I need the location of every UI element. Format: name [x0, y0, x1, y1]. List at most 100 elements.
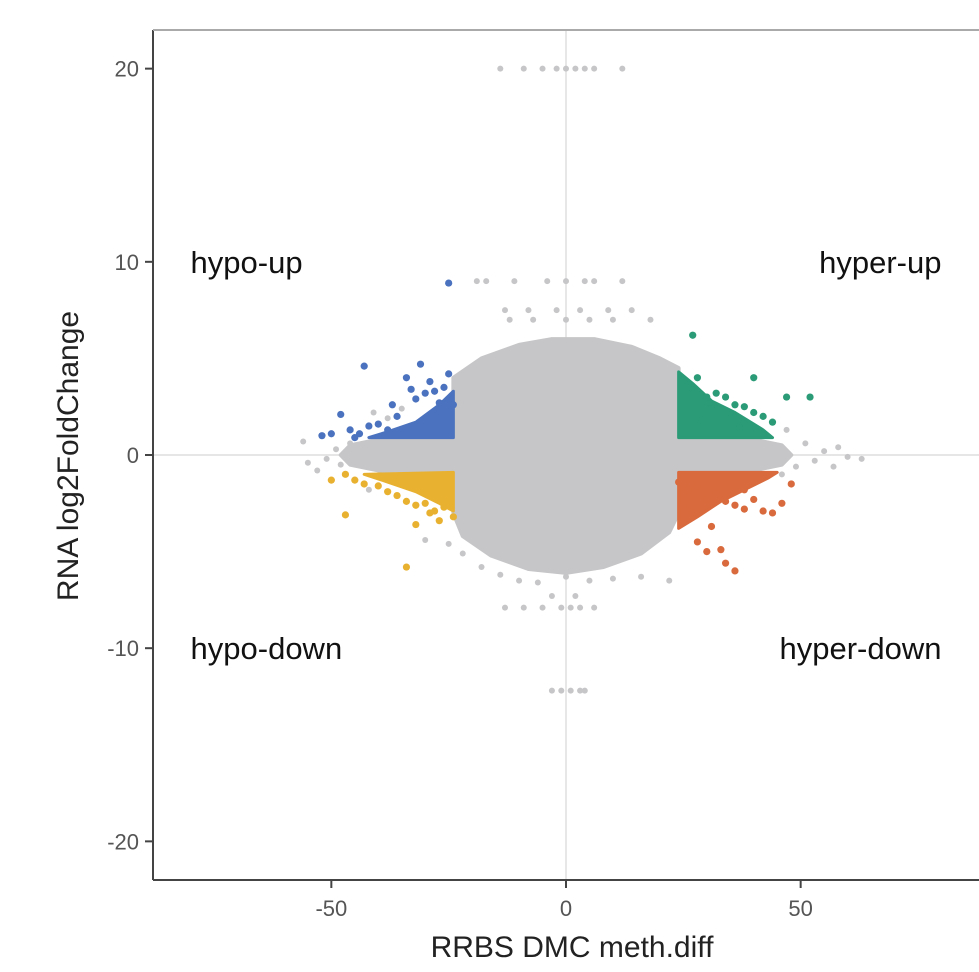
- hyper-up-point: [684, 412, 692, 420]
- background-point: [497, 571, 504, 578]
- background-point: [802, 440, 809, 447]
- background-point: [567, 604, 574, 611]
- hyper-down-point: [731, 567, 739, 575]
- background-point: [314, 467, 321, 474]
- background-point: [304, 459, 311, 466]
- background-point: [619, 278, 626, 285]
- hypo-up-point: [430, 387, 439, 395]
- hyper-up-point: [703, 393, 711, 401]
- background-point: [525, 307, 532, 314]
- background-point: [506, 316, 513, 323]
- background-point: [778, 471, 785, 478]
- background-point: [577, 604, 584, 611]
- background-point: [563, 65, 569, 72]
- hypo-up-point: [421, 389, 429, 397]
- hypo-down-point: [327, 476, 335, 484]
- chart-cloud-layer: [338, 337, 794, 575]
- background-point: [666, 577, 673, 584]
- hyper-up-point: [736, 424, 744, 432]
- hyper-up-point: [750, 408, 758, 417]
- hypo-up-point: [365, 422, 373, 430]
- background-point: [544, 278, 551, 285]
- background-point: [581, 278, 588, 285]
- hyper-up-point: [782, 393, 791, 401]
- background-point: [530, 316, 537, 323]
- hypo-down-point: [435, 517, 443, 525]
- hypo-down-point: [426, 509, 434, 517]
- hyper-down-point: [693, 538, 702, 546]
- hyper-down-point: [787, 480, 795, 488]
- background-point: [581, 65, 588, 72]
- hyper-up-point: [731, 401, 739, 409]
- background-point: [563, 316, 569, 323]
- hyper-up-point: [712, 389, 720, 397]
- background-point: [548, 687, 555, 694]
- background-point: [558, 604, 565, 611]
- background-point: [586, 316, 593, 323]
- hypo-up-point: [393, 412, 401, 420]
- hyper-down-point: [693, 482, 702, 490]
- background-point: [609, 316, 616, 323]
- hypo-down-point: [412, 501, 420, 509]
- background-point: [445, 540, 452, 547]
- quadrant-label-hyper-up: hyper-up: [819, 245, 941, 280]
- hyper-down-point: [707, 522, 716, 531]
- background-point: [619, 65, 626, 72]
- hyper-down-point: [731, 501, 739, 509]
- hypo-down-point: [449, 513, 457, 521]
- hypo-down-point: [445, 491, 453, 500]
- hypo-up-point: [435, 399, 443, 407]
- hypo-up-point: [360, 362, 368, 370]
- chart-points-layer: [300, 65, 865, 694]
- hyper-down-point: [721, 497, 730, 505]
- background-point: [539, 65, 546, 72]
- x-axis-title: RRBS DMC meth.diff: [431, 931, 715, 964]
- hypo-up-point: [416, 360, 425, 368]
- hypo-down-point: [412, 520, 420, 529]
- background-point: [516, 577, 523, 584]
- hyper-up-point: [698, 416, 706, 424]
- hyper-down-point: [740, 486, 748, 494]
- hypo-down-point: [402, 563, 411, 571]
- background-point: [520, 65, 527, 72]
- background-point: [563, 278, 569, 285]
- hyper-down-point: [689, 509, 697, 517]
- hypo-down-point: [440, 503, 448, 511]
- hyper-up-point: [768, 418, 777, 426]
- quadrant-label-hyper-down: hyper-down: [779, 631, 941, 666]
- hypo-down-point: [384, 488, 392, 496]
- y-tick-label: 10: [115, 250, 139, 275]
- hypo-up-point: [445, 418, 453, 426]
- hyper-down-point: [750, 495, 758, 504]
- y-tick-label: 0: [127, 443, 139, 468]
- background-point: [830, 463, 837, 470]
- hyper-up-point: [745, 426, 753, 434]
- quadrant-label-hypo-down: hypo-down: [191, 631, 343, 666]
- background-point: [511, 278, 518, 285]
- hyper-down-point: [703, 547, 711, 556]
- hypo-up-point: [337, 410, 345, 419]
- background-point: [323, 455, 330, 462]
- hypo-up-point: [384, 426, 392, 434]
- hypo-down-point: [351, 476, 359, 484]
- hypo-up-point: [374, 420, 382, 428]
- background-point: [821, 448, 828, 455]
- hypo-up-cluster: [367, 389, 455, 440]
- hyper-up-point: [693, 374, 702, 382]
- chart-axes-layer: -20 -10 0 10 20 -50 0 50: [107, 29, 979, 921]
- hypo-down-point: [421, 499, 429, 507]
- background-point: [497, 65, 504, 72]
- hyper-down-point: [703, 495, 711, 504]
- background-point: [647, 316, 654, 323]
- background-point: [572, 65, 579, 72]
- background-point: [628, 307, 635, 314]
- hypo-up-point: [407, 385, 415, 393]
- background-point: [586, 577, 593, 584]
- hyper-down-cluster: [677, 470, 779, 530]
- hyper-up-point: [684, 383, 692, 391]
- hypo-up-point: [440, 383, 448, 391]
- hyper-down-point: [768, 509, 777, 517]
- background-point: [572, 593, 579, 600]
- background-point: [609, 575, 616, 582]
- x-tick-label: 0: [560, 896, 572, 921]
